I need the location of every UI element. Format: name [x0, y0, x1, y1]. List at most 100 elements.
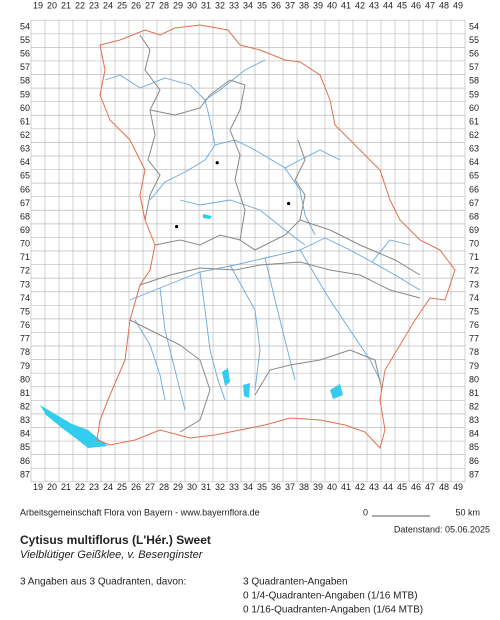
row-label: 62 [20, 130, 30, 140]
column-label: 28 [159, 482, 169, 492]
column-label: 40 [327, 482, 337, 492]
column-label: 44 [383, 0, 393, 10]
column-label: 45 [397, 482, 407, 492]
column-label: 46 [411, 0, 421, 10]
column-label: 38 [299, 482, 309, 492]
date: Datenstand: 05.06.2025 [394, 524, 490, 534]
column-label: 44 [383, 482, 393, 492]
row-label: 83 [469, 415, 479, 425]
row-label: 57 [20, 62, 30, 72]
border [139, 261, 421, 299]
row-label: 70 [20, 239, 30, 249]
column-label: 23 [89, 482, 99, 492]
row-label: 71 [469, 252, 479, 262]
river [129, 237, 421, 301]
row-label: 66 [20, 184, 30, 194]
row-label: 82 [20, 401, 30, 411]
column-label: 48 [439, 0, 449, 10]
column-label: 34 [243, 482, 253, 492]
state-border [96, 24, 456, 449]
row-label: 71 [20, 252, 30, 262]
occurrences [175, 161, 291, 229]
row-label: 85 [20, 442, 30, 452]
row-label: 76 [20, 320, 30, 330]
column-label: 47 [425, 482, 435, 492]
row-label: 75 [20, 306, 30, 316]
row-label: 55 [20, 35, 30, 45]
column-label: 43 [369, 0, 379, 10]
row-label: 73 [469, 279, 479, 289]
column-label: 25 [117, 482, 127, 492]
column-label: 41 [341, 482, 351, 492]
column-label: 21 [61, 0, 71, 10]
row-label: 86 [20, 456, 30, 466]
species-subtitle: Vielblütiger Geißklee, v. Besenginster [20, 549, 204, 561]
row-label: 59 [20, 89, 30, 99]
row-label: 58 [20, 76, 30, 86]
row-label: 55 [469, 35, 479, 45]
row-label: 67 [469, 198, 479, 208]
row-label: 78 [469, 347, 479, 357]
border [129, 319, 211, 433]
river [229, 264, 261, 391]
row-label: 65 [20, 171, 30, 181]
row-label: 72 [469, 266, 479, 276]
grid-labels: 19 19 20 20 21 21 22 22 23 23 24 24 25 25 26 26 27 27 28 28… [20, 0, 479, 492]
row-label: 81 [20, 388, 30, 398]
row-label: 54 [469, 21, 479, 31]
row-label: 79 [469, 361, 479, 371]
inner-borders [129, 34, 421, 433]
row-label: 54 [20, 21, 30, 31]
column-label: 20 [47, 0, 57, 10]
credit: Arbeitsgemeinschaft Flora von Bayern - w… [20, 507, 260, 517]
row-label: 60 [20, 103, 30, 113]
border [139, 34, 161, 221]
column-label: 35 [257, 482, 267, 492]
river [299, 249, 381, 381]
lake [243, 383, 250, 398]
row-label: 77 [20, 334, 30, 344]
row-label: 65 [469, 171, 479, 181]
row-label: 82 [469, 401, 479, 411]
lake [330, 384, 343, 399]
column-label: 29 [173, 0, 183, 10]
border [254, 349, 383, 396]
border [149, 79, 306, 251]
column-label: 47 [425, 0, 435, 10]
river [371, 239, 411, 263]
grid [30, 19, 466, 483]
column-label: 36 [271, 0, 281, 10]
row-label: 87 [20, 469, 30, 479]
column-label: 41 [341, 0, 351, 10]
column-label: 20 [47, 482, 57, 492]
column-label: 21 [61, 482, 71, 492]
row-label: 64 [469, 157, 479, 167]
column-label: 40 [327, 0, 337, 10]
row-label: 56 [469, 49, 479, 59]
border [299, 219, 421, 276]
row-label: 64 [20, 157, 30, 167]
row-label: 73 [20, 279, 30, 289]
row-label: 62 [469, 130, 479, 140]
column-label: 37 [285, 0, 295, 10]
column-label: 42 [355, 0, 365, 10]
river [264, 257, 296, 381]
detail: 3 Quadranten-Angaben [243, 577, 348, 588]
scale-end: 50 km [455, 507, 480, 517]
row-label: 84 [20, 429, 30, 439]
column-label: 31 [201, 0, 211, 10]
column-label: 39 [313, 482, 323, 492]
lake [222, 368, 230, 386]
column-label: 45 [397, 0, 407, 10]
detail: 0 1/16-Quadranten-Angaben (1/64 MTB) [243, 605, 423, 616]
column-label: 42 [355, 482, 365, 492]
column-label: 32 [215, 482, 225, 492]
row-label: 75 [469, 306, 479, 316]
row-label: 78 [20, 347, 30, 357]
river [134, 319, 166, 401]
row-label: 56 [20, 49, 30, 59]
row-label: 79 [20, 361, 30, 371]
row-label: 63 [469, 144, 479, 154]
river [204, 59, 266, 101]
row-label: 58 [469, 76, 479, 86]
